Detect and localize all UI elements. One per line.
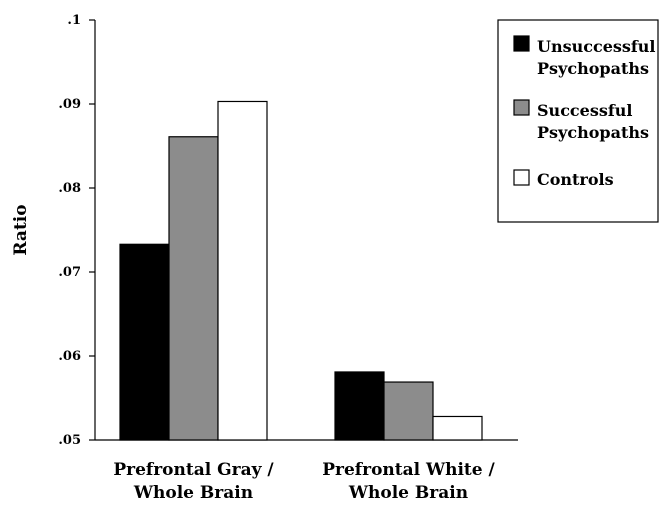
category-labels: Prefrontal Gray / Whole Brain Prefrontal W… (113, 460, 495, 503)
bar (383, 381, 434, 441)
bars (119, 100, 483, 441)
category-label: Whole Brain (348, 483, 468, 503)
bar (334, 371, 385, 441)
category-label: Prefrontal Gray / (113, 460, 274, 480)
legend-swatch (513, 99, 530, 116)
y-tick-label: .07 (58, 265, 81, 280)
y-axis-title: Ratio (11, 204, 31, 255)
legend-label: Unsuccessful (537, 37, 656, 56)
category-label: Prefrontal White / (322, 460, 495, 480)
legend-box (497, 19, 659, 223)
bar (217, 100, 268, 441)
legend-label: Psychopaths (537, 59, 649, 78)
legend-label: Successful (537, 101, 632, 120)
bar (168, 136, 219, 441)
y-tick-label: .06 (58, 349, 81, 364)
y-tick-label: .09 (58, 97, 81, 112)
y-tick-label: .05 (58, 433, 81, 448)
bar (119, 243, 170, 441)
bar (432, 415, 483, 441)
legend-swatch (513, 169, 530, 186)
category-label: Whole Brain (133, 483, 253, 503)
y-tick-label: .08 (58, 181, 81, 196)
legend-label: Controls (537, 170, 614, 189)
legend: Unsuccessful Psychopaths Successful Psychop… (497, 19, 659, 223)
legend-swatch (513, 35, 530, 52)
y-tick-label: .1 (67, 13, 81, 28)
legend-label: Psychopaths (537, 123, 649, 142)
